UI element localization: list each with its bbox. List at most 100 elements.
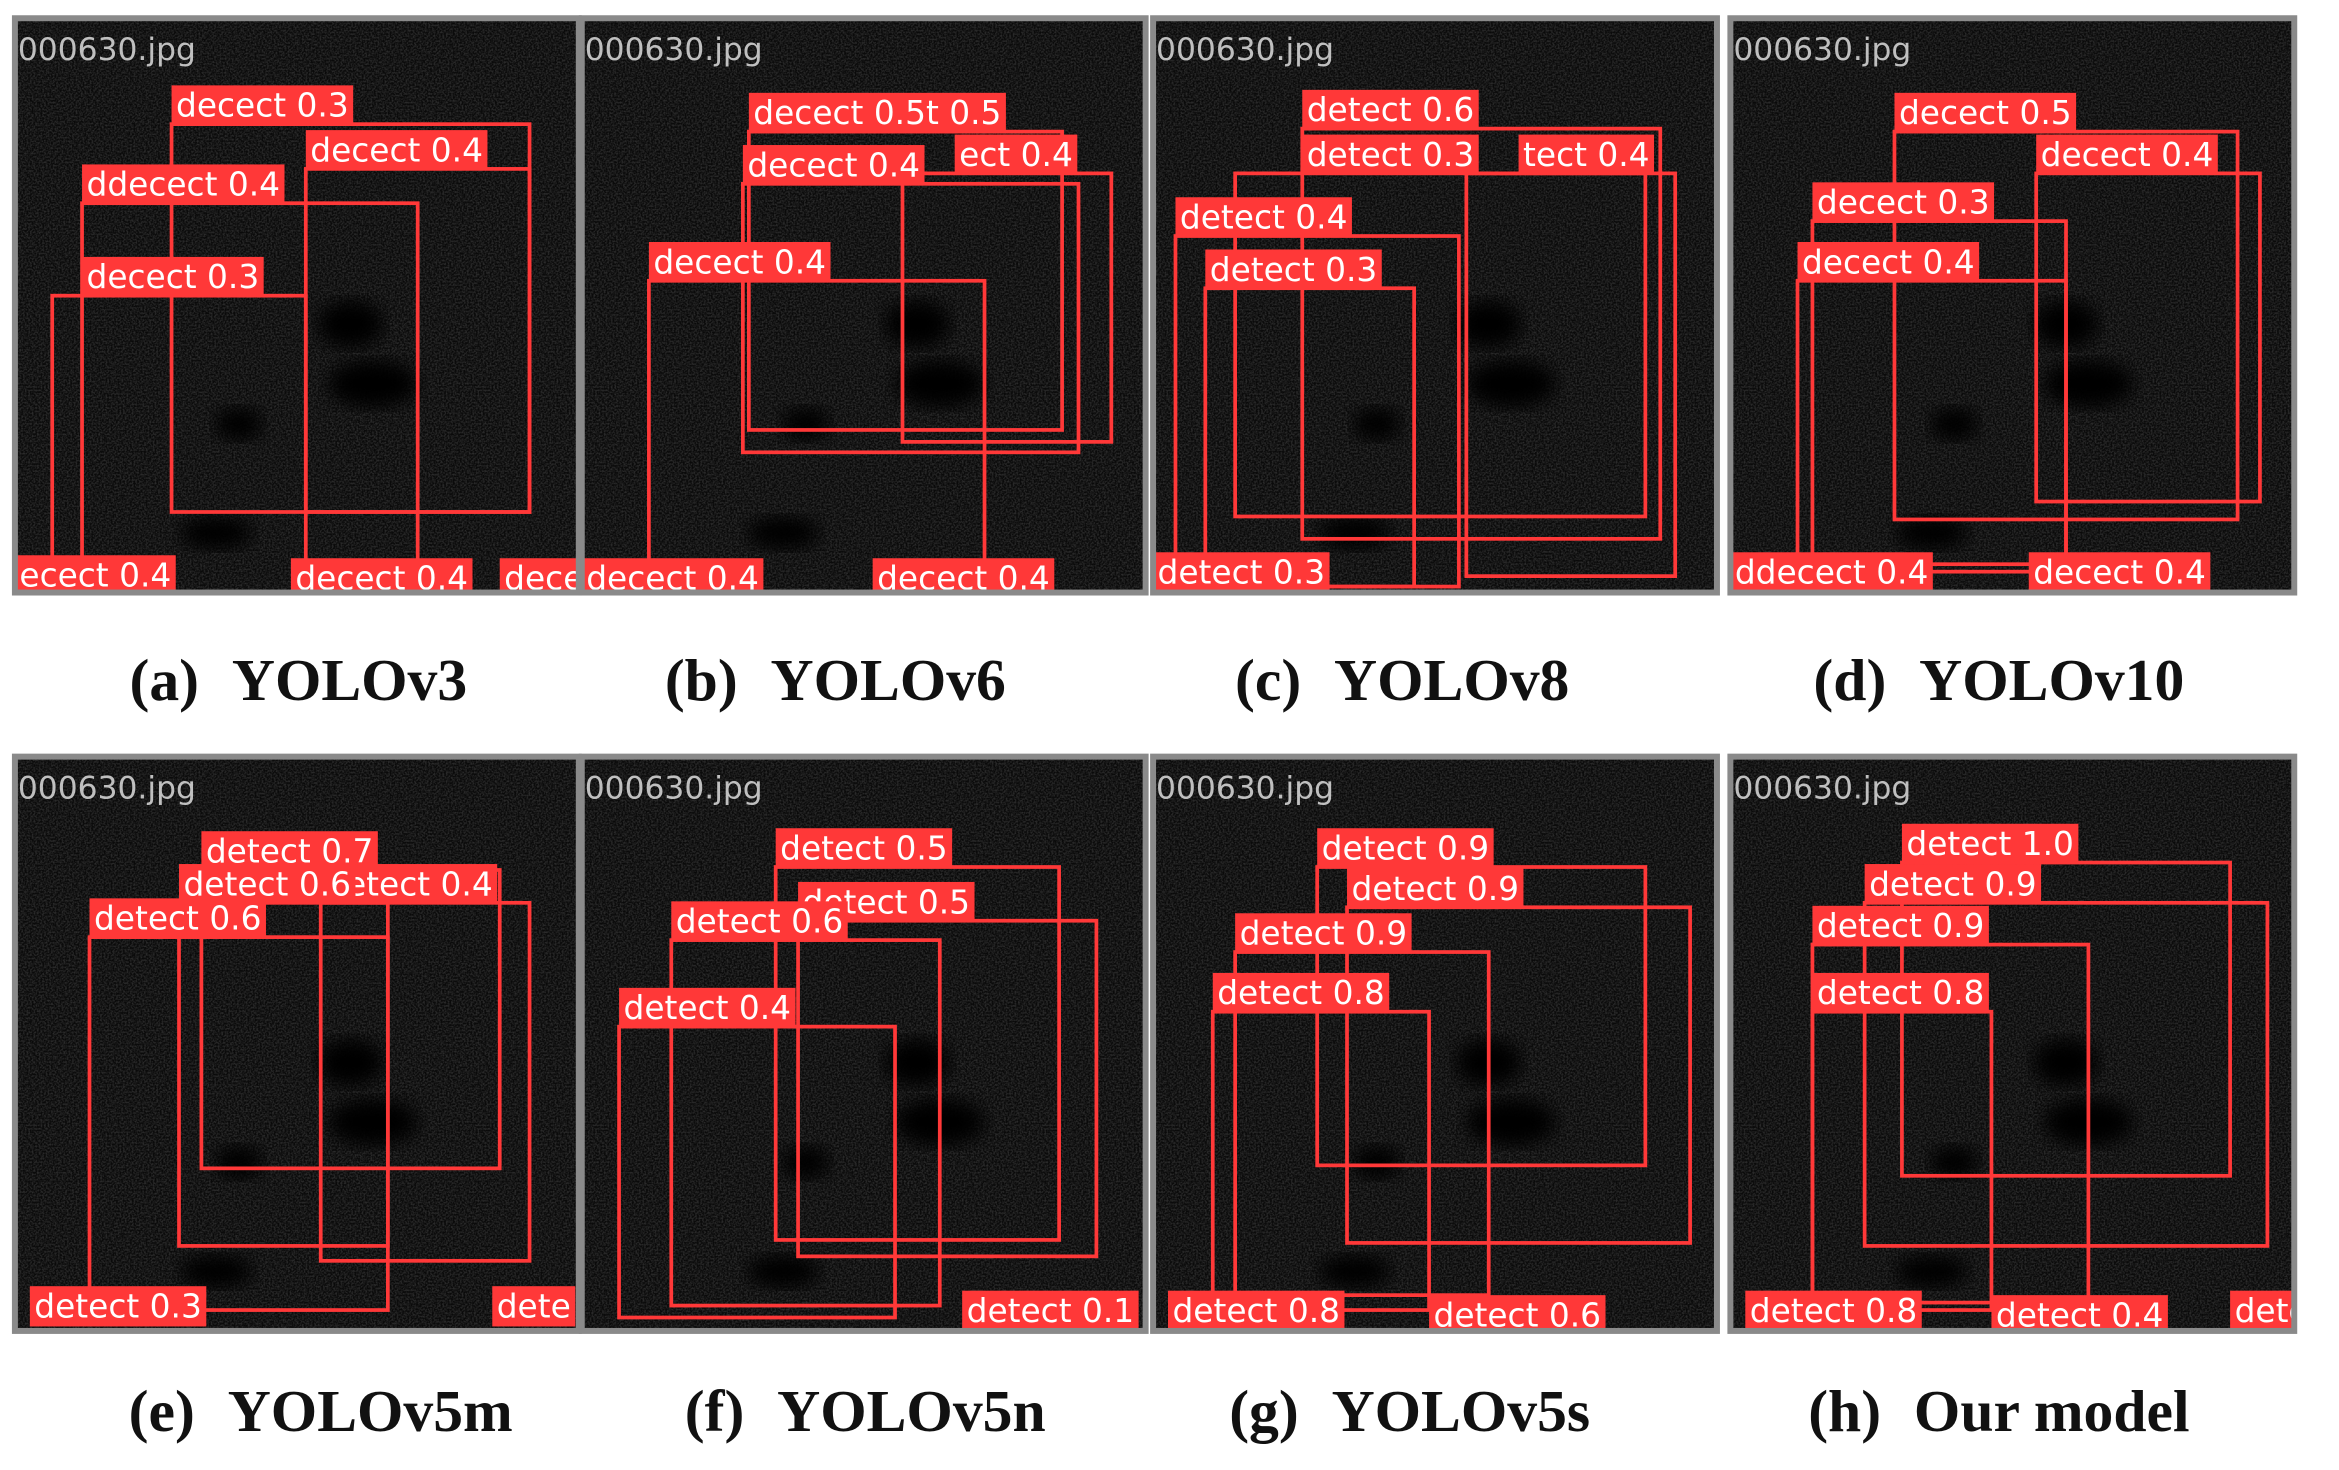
defect <box>895 359 985 408</box>
defect <box>1930 407 1979 441</box>
detection-label: decect 0.5 <box>1899 94 2072 132</box>
detection-label: detect 0.5 <box>780 830 948 868</box>
caption: (e) YOLOv5m <box>129 1378 513 1444</box>
label-bg <box>648 241 831 283</box>
defect <box>214 407 263 441</box>
label-bg <box>2028 552 2211 593</box>
detection-label: detect 0.3 <box>1307 136 1475 174</box>
defect <box>1466 1098 1556 1146</box>
panel: 000630.jpg decect 0.3 decect 0.4 ddecect 0.… <box>11 15 582 596</box>
detection-label: detect 0.4 <box>1996 1296 2164 1334</box>
caption-model: YOLOv10 <box>1919 647 2184 713</box>
detection-label: detect 0.9 <box>1240 915 1408 953</box>
filename: 000630.jpg <box>1156 770 1334 806</box>
defect <box>1318 516 1391 550</box>
defect <box>781 407 830 441</box>
filename: 000630.jpg <box>18 32 196 68</box>
detection-label: detect 0.3 <box>1210 251 1378 289</box>
label-bg <box>1812 972 1989 1014</box>
label-bg <box>872 558 1055 593</box>
label-bg <box>492 1286 576 1327</box>
panel-image: 000630.jpg detect 0.6 detect 0.3 tect 0.4 de… <box>1153 18 1717 593</box>
defect <box>214 1145 263 1179</box>
panel: 000630.jpg decect 0.5 decect 0.4 decect 0.3… <box>1727 15 2298 596</box>
filename: 000630.jpg <box>1156 32 1334 68</box>
label-bg <box>2036 134 2218 175</box>
defect <box>781 1145 830 1179</box>
label-bg <box>1235 913 1412 954</box>
label-bg <box>82 164 285 205</box>
detection-label: decect 0.4 <box>586 560 759 598</box>
defect <box>1352 407 1401 441</box>
caption-model: Our model <box>1914 1378 2190 1444</box>
label-bg <box>1212 972 1390 1014</box>
detection-label: decect 0.4 <box>2033 554 2206 592</box>
caption-model: YOLOv6 <box>771 647 1006 713</box>
label-bg <box>1175 197 1352 238</box>
caption: (a) YOLOv3 <box>129 647 467 713</box>
label-bg <box>2230 1290 2295 1331</box>
detection-label: detect 0.9 <box>1351 870 1519 908</box>
detection-label: detect 1.0 <box>1906 825 2074 863</box>
panel-image: 000630.jpg decect 0.3 decect 0.4 ddecect 0.… <box>14 18 579 595</box>
detection-label: decect 0.4 <box>1802 243 1975 281</box>
label-bg <box>1991 1295 2168 1331</box>
label-bg <box>775 828 953 869</box>
detection-label: decect 0.4 <box>2041 136 2214 174</box>
label-bg <box>82 256 264 298</box>
label-bg <box>1812 905 1989 947</box>
detection-label: ecect 0.4 <box>19 557 171 595</box>
label-bg <box>89 898 266 939</box>
caption-model: YOLOv5n <box>777 1378 1046 1444</box>
label-bg <box>748 92 1006 134</box>
caption-letter: (a) <box>129 647 199 713</box>
defect <box>317 300 384 348</box>
label-bg <box>1518 134 1655 175</box>
detection-label: decect 0.5t 0.5 <box>753 94 1001 132</box>
caption: (c) YOLOv8 <box>1235 647 1569 713</box>
caption-model: YOLOv3 <box>232 647 467 713</box>
detection-label: detect 0.4 <box>1180 199 1348 237</box>
caption-letter: (g) <box>1229 1378 1299 1444</box>
defect <box>2033 1038 2099 1087</box>
detection-label: detect 0.8 <box>1817 974 1985 1012</box>
detection-label: dete <box>497 1288 571 1326</box>
label-bg <box>499 558 579 593</box>
detection-label: ddecect 0.4 <box>1735 554 1928 592</box>
defect <box>1318 1254 1391 1288</box>
defect <box>180 1254 253 1288</box>
caption-letter: (e) <box>129 1378 195 1444</box>
defect <box>2043 359 2134 408</box>
defect <box>1352 1145 1401 1179</box>
detection-label: detect 0.8 <box>1172 1292 1340 1330</box>
caption-letter: (d) <box>1813 647 1886 713</box>
label-bg <box>1812 182 1995 223</box>
label-bg <box>14 555 176 593</box>
panel-frame <box>578 15 1149 596</box>
defect <box>1895 516 1968 550</box>
label-bg <box>1302 89 1479 131</box>
detection-label: detect 0.6 <box>676 903 844 941</box>
detection-label: detect 0.6 <box>1434 1296 1602 1334</box>
detection-label: detect 0.4 <box>624 989 792 1027</box>
panel-image: 000630.jpg decect 0.5t 0.5 decect 0.4 ect 0… <box>581 18 1146 598</box>
label-bg <box>742 145 925 186</box>
detection-label: decect 0.3 <box>87 258 260 296</box>
detection-label: detect 0.6 <box>94 900 262 938</box>
defect <box>1455 300 1522 348</box>
detection-label: decect 0.3 <box>176 87 349 125</box>
detection-label: detect 0.9 <box>1817 907 1985 945</box>
detection-label: decect 0.4 <box>877 560 1050 598</box>
detection-label: detect 0.8 <box>1217 974 1385 1012</box>
label-bg <box>619 987 796 1029</box>
caption-model: YOLOv8 <box>1334 647 1569 713</box>
label-bg <box>179 864 356 905</box>
